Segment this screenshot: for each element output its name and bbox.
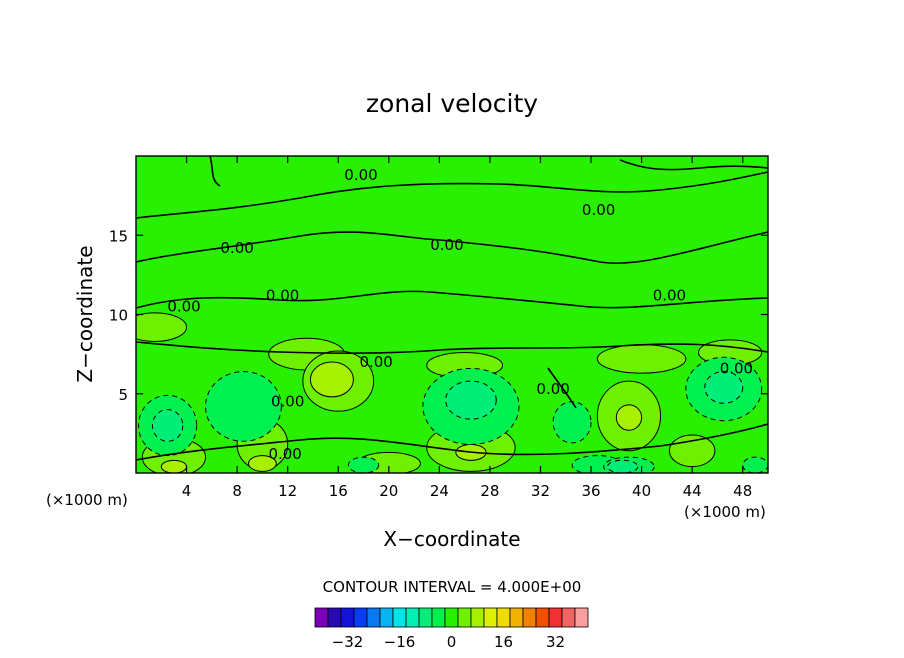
colorbar-swatch (548, 607, 563, 628)
contour-label: 0.00 (271, 393, 304, 411)
zero-contour (619, 159, 768, 171)
positive-velocity-region (309, 361, 354, 398)
velocity-fields (136, 312, 768, 473)
colorbar-swatch (444, 607, 459, 628)
colorbar-swatch (314, 607, 329, 628)
chart-title: zonal velocity (366, 89, 538, 118)
colorbar-tick-label: 0 (447, 633, 457, 651)
colorbar (314, 607, 589, 628)
zero-contour (136, 423, 768, 461)
positive-velocity-region (160, 459, 188, 473)
x-unit-label: (×1000 m) (684, 503, 766, 521)
x-tick-label: 8 (232, 482, 242, 500)
zero-contour (136, 341, 768, 355)
y-tick-label: 5 (118, 386, 128, 404)
colorbar-tick-label: −16 (384, 633, 416, 651)
contour-label: 0.00 (720, 359, 753, 377)
colorbar-swatch (496, 607, 511, 628)
x-tick-label: 24 (430, 482, 449, 500)
positive-velocity-region (668, 434, 716, 468)
zero-contour (136, 290, 768, 309)
contour-label: 0.00 (266, 286, 299, 304)
y-axis-label: Z−coordinate (73, 245, 97, 382)
y-tick-label: 15 (109, 227, 128, 245)
x-tick-label: 12 (278, 482, 297, 500)
colorbar-tick-label: −32 (332, 633, 364, 651)
colorbar-swatch (483, 607, 498, 628)
contour-label: 0.00 (430, 236, 463, 254)
contour-label: 0.00 (653, 286, 686, 304)
y-unit-label: (×1000 m) (46, 491, 128, 509)
x-tick-label: 32 (531, 482, 550, 500)
x-tick-label: 4 (182, 482, 192, 500)
contour-label: 0.00 (220, 239, 253, 257)
contour-label: 0.00 (344, 166, 377, 184)
colorbar-swatch (561, 607, 576, 628)
colorbar-swatch (574, 607, 589, 628)
contour-label: 0.00 (582, 201, 615, 219)
negative-velocity-region (445, 380, 497, 420)
colorbar-swatch (509, 607, 524, 628)
x-tick-label: 40 (632, 482, 651, 500)
positive-velocity-region (596, 344, 687, 374)
x-axis-ticks: 4 8 12 16 20 24 28 32 36 40 44 48 (182, 156, 752, 500)
x-axis-label: X−coordinate (383, 527, 520, 551)
contour-label: 0.00 (268, 445, 301, 463)
colorbar-swatch (405, 607, 420, 628)
x-tick-label: 48 (733, 482, 752, 500)
colorbar-swatch (535, 607, 550, 628)
contour-label: 0.00 (167, 298, 200, 316)
zero-contour (209, 156, 221, 187)
contour-label: 0.00 (536, 380, 569, 398)
contour-interval-text: CONTOUR INTERVAL = 4.000E+00 (323, 578, 582, 596)
negative-velocity-region (704, 371, 744, 404)
colorbar-swatch (327, 607, 342, 628)
positive-velocity-region (247, 455, 277, 472)
zero-contours (136, 156, 768, 461)
colorbar-swatch (392, 607, 407, 628)
colorbar-swatch (431, 607, 446, 628)
zero-contour (547, 367, 577, 409)
colorbar-swatch (470, 607, 485, 628)
plot-area: 0.00 0.00 0.00 0.00 0.00 0.00 0.00 0.00 0.00 0.00… (109, 155, 769, 500)
colorbar-swatch (366, 607, 381, 628)
colorbar-tick-labels: −32 −16 0 16 32 (332, 633, 565, 651)
positive-velocity-region (136, 312, 188, 342)
x-tick-label: 20 (379, 482, 398, 500)
negative-velocity-region (552, 401, 592, 444)
zero-contour (136, 231, 768, 264)
y-tick-label: 10 (109, 307, 128, 325)
contour-labels: 0.00 0.00 0.00 0.00 0.00 0.00 0.00 0.00 0.00 0.00… (167, 166, 753, 463)
x-tick-label: 44 (683, 482, 702, 500)
colorbar-tick-label: 32 (546, 633, 565, 651)
y-axis-ticks: 5 10 15 (109, 227, 768, 404)
colorbar-swatch (340, 607, 355, 628)
negative-velocity-region (151, 409, 184, 442)
negative-velocity-region (606, 459, 639, 473)
x-tick-label: 16 (329, 482, 348, 500)
x-tick-label: 28 (480, 482, 499, 500)
negative-velocity-region (347, 456, 380, 473)
negative-velocity-region (742, 456, 768, 473)
negative-velocity-region (205, 371, 282, 442)
colorbar-swatch (418, 607, 433, 628)
positive-velocity-region (615, 404, 643, 431)
x-tick-label: 36 (581, 482, 600, 500)
colorbar-swatch (457, 607, 472, 628)
contour-label: 0.00 (359, 353, 392, 371)
colorbar-swatch (379, 607, 394, 628)
colorbar-swatch (353, 607, 368, 628)
colorbar-swatch (522, 607, 537, 628)
zero-contour (136, 171, 768, 219)
colorbar-tick-label: 16 (494, 633, 513, 651)
